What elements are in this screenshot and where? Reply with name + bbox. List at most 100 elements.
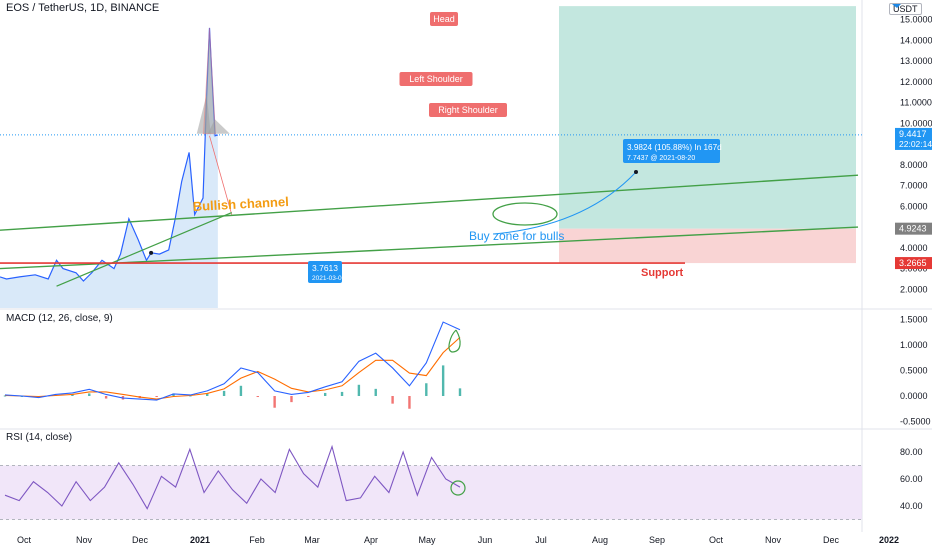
price-tick: 6.0000	[900, 201, 928, 211]
signal-line	[4, 336, 461, 400]
last-price-countdown: 22:02:14	[899, 139, 932, 149]
price-tick: 7.0000	[900, 181, 928, 191]
axis-label-bg	[895, 222, 932, 235]
right-shoulder-label: Right Shoulder	[438, 105, 498, 115]
macd-histogram-bar	[239, 385, 243, 396]
price-tick: 10.0000	[900, 118, 932, 128]
rsi-hook-mark	[450, 480, 466, 496]
macd-histogram-bar	[357, 384, 361, 396]
time-axis-tick: 2022	[879, 535, 899, 545]
entry-tag-date: 2021-03-06	[312, 275, 346, 282]
macd-histogram-bar	[391, 396, 394, 404]
target-curve	[492, 171, 637, 235]
right-shoulder-shape	[207, 119, 230, 134]
last-price-badge	[895, 127, 932, 150]
price-tick: 15.0000	[900, 15, 932, 25]
macd-histogram-bar	[88, 393, 91, 396]
axis-label-value: 3.2665	[899, 258, 927, 268]
macd-histogram-bar	[256, 396, 259, 398]
time-axis-tick: Sep	[649, 535, 665, 545]
symbol-title: EOS / TetherUS, 1D, BINANCE	[6, 2, 160, 14]
time-axis-tick: Nov	[76, 535, 93, 545]
support-text: Support	[641, 267, 683, 279]
time-axis-tick: Nov	[765, 535, 782, 545]
target-tag-bg	[623, 139, 720, 163]
price-area	[0, 27, 218, 309]
alert-marker	[892, 4, 901, 8]
time-axis-tick: Jun	[478, 535, 493, 545]
price-tick: 4.0000	[900, 243, 928, 253]
channel-upper	[0, 174, 859, 231]
macd-title: MACD (12, 26, close, 9)	[6, 313, 113, 324]
buy-zone-text: Buy zone for bulls	[469, 229, 564, 243]
macd-histogram-bar	[273, 396, 276, 408]
target-point	[634, 170, 638, 174]
time-axis-tick: Mar	[304, 535, 320, 545]
target-tag-main: 3.9824 (105.88%) In 167d	[627, 143, 722, 152]
macd-tick: 1.0000	[900, 340, 928, 350]
macd-histogram-bar	[374, 388, 377, 396]
entry-point	[149, 250, 154, 255]
macd-tick: 0.0000	[900, 391, 928, 401]
rsi-title: RSI (14, close)	[6, 432, 73, 443]
time-axis-tick: Oct	[709, 535, 724, 545]
macd-histogram-bar	[425, 383, 428, 396]
macd-histogram-bar	[290, 396, 293, 403]
time-axis-tick: 2021	[190, 535, 210, 545]
macd-histogram-bar	[408, 396, 411, 409]
price-tick: 2.0000	[900, 284, 928, 294]
time-axis-tick: Dec	[132, 535, 149, 545]
macd-tick: 1.5000	[900, 315, 928, 325]
macd-histogram-bar	[441, 365, 445, 396]
macd-histogram-bar	[172, 393, 175, 396]
left-shoulder-label-bg	[399, 72, 473, 86]
trend-support-line	[56, 212, 232, 287]
macd-histogram-bar	[206, 393, 209, 396]
macd-histogram-bar	[104, 396, 108, 399]
macd-histogram-bar	[222, 390, 226, 396]
macd-histogram-bar	[458, 388, 462, 396]
macd-histogram-bar	[307, 396, 310, 397]
channel-lower	[0, 226, 859, 270]
rsi-tick: 60.00	[900, 474, 923, 484]
head-shape	[203, 27, 216, 135]
entry-tag-price: 3.7613	[312, 263, 338, 273]
axis-label-value: 4.9243	[899, 224, 927, 234]
right-shoulder-label-bg	[429, 103, 507, 117]
left-shoulder-label: Left Shoulder	[409, 74, 463, 84]
time-axis-tick: Dec	[823, 535, 840, 545]
rsi-line	[4, 444, 461, 510]
bullish-channel-text: Bullish channel	[192, 194, 289, 214]
rsi-tick: 40.00	[900, 501, 923, 511]
entry-tag-bg	[308, 261, 342, 283]
price-tick: 12.0000	[900, 77, 932, 87]
time-axis-tick: Feb	[249, 535, 265, 545]
macd-histogram-bar	[71, 394, 74, 396]
time-axis-tick: Apr	[364, 535, 378, 545]
projection-line	[209, 135, 233, 215]
time-axis-tick: Aug	[592, 535, 608, 545]
price-tick: 14.0000	[900, 35, 932, 45]
profit-zone	[559, 6, 856, 229]
macd-line	[4, 321, 461, 401]
price-tick: 11.0000	[900, 98, 932, 108]
time-axis-tick: Jul	[535, 535, 547, 545]
macd-tick: -0.5000	[900, 417, 931, 427]
rsi-tick: 80.00	[900, 447, 923, 457]
time-axis-tick: Oct	[17, 535, 32, 545]
time-axis-tick: May	[418, 535, 436, 545]
axis-label-bg	[895, 257, 932, 270]
target-tag-sub: 7.7437 @ 2021-08-20	[627, 155, 695, 162]
macd-histogram-bar	[340, 391, 344, 396]
macd-tick: 0.5000	[900, 366, 928, 376]
rsi-band	[0, 465, 862, 520]
macd-hook-mark	[448, 329, 461, 353]
last-price-value: 9.4417	[899, 129, 927, 139]
buy-zone-circle	[492, 202, 558, 226]
macd-histogram-bar	[155, 396, 158, 398]
price-tick: 8.0000	[900, 160, 928, 170]
head-label: Head	[433, 14, 455, 24]
macd-histogram-bar	[323, 392, 327, 396]
price-tick: 13.0000	[900, 56, 932, 66]
